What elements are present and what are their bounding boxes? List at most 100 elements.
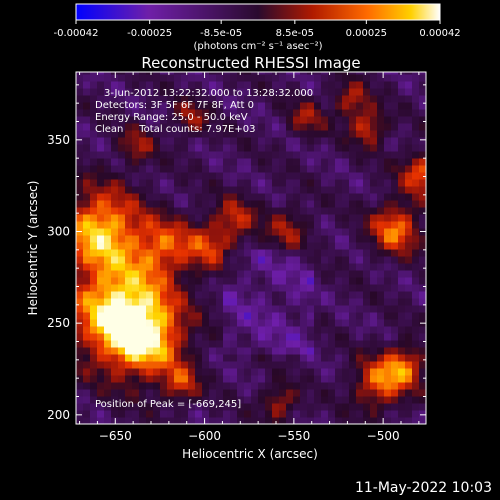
heatmap-cell bbox=[209, 109, 217, 117]
heatmap-cell bbox=[160, 361, 168, 369]
heatmap-cell bbox=[174, 298, 182, 306]
heatmap-cell bbox=[244, 270, 252, 278]
heatmap-cell bbox=[195, 249, 203, 257]
heatmap-cell bbox=[419, 410, 426, 418]
heatmap-cell bbox=[244, 410, 252, 418]
heatmap-cell bbox=[321, 228, 329, 236]
heatmap-cell bbox=[391, 333, 399, 341]
heatmap-cell bbox=[412, 396, 420, 404]
heatmap-cell bbox=[349, 333, 357, 341]
heatmap-cell bbox=[265, 410, 273, 418]
heatmap-cell bbox=[153, 151, 161, 159]
heatmap-cell bbox=[426, 249, 434, 257]
heatmap-cell bbox=[335, 193, 343, 201]
heatmap-cell bbox=[223, 319, 231, 327]
heatmap-cell bbox=[139, 382, 147, 390]
heatmap-cell bbox=[237, 130, 245, 138]
heatmap-cell bbox=[146, 74, 154, 82]
heatmap-cell bbox=[335, 312, 343, 320]
heatmap-cell bbox=[279, 284, 287, 292]
heatmap-cell bbox=[209, 74, 217, 82]
heatmap-cell bbox=[111, 74, 119, 82]
heatmap-cell bbox=[181, 277, 189, 285]
heatmap-cell bbox=[195, 193, 203, 201]
heatmap-cell bbox=[377, 368, 385, 376]
heatmap-cell bbox=[384, 221, 392, 229]
heatmap-cell bbox=[300, 368, 308, 376]
heatmap-cell bbox=[104, 123, 112, 131]
heatmap-cell bbox=[391, 81, 399, 89]
heatmap-cell bbox=[258, 186, 266, 194]
heatmap-cell bbox=[174, 179, 182, 187]
heatmap-cell bbox=[405, 186, 413, 194]
heatmap-cell bbox=[377, 284, 385, 292]
heatmap-cell bbox=[321, 340, 329, 348]
heatmap-cell bbox=[370, 221, 378, 229]
heatmap-cell bbox=[111, 403, 119, 411]
heatmap-cell bbox=[195, 256, 203, 264]
heatmap-cell bbox=[237, 368, 245, 376]
heatmap-cell bbox=[286, 130, 294, 138]
heatmap-cell bbox=[384, 130, 392, 138]
heatmap-cell bbox=[258, 284, 266, 292]
heatmap-cell bbox=[363, 88, 371, 96]
heatmap-cell bbox=[286, 172, 294, 180]
heatmap-cell bbox=[426, 186, 434, 194]
heatmap-cell bbox=[426, 382, 434, 390]
heatmap-cell bbox=[363, 326, 371, 334]
heatmap-cell bbox=[286, 305, 294, 313]
heatmap-cell bbox=[76, 214, 84, 222]
heatmap-cell bbox=[83, 81, 91, 89]
heatmap-cell bbox=[97, 403, 105, 411]
heatmap-cell bbox=[160, 102, 168, 110]
heatmap-cell bbox=[118, 214, 126, 222]
heatmap-cell bbox=[265, 347, 273, 355]
heatmap-cell bbox=[174, 396, 182, 404]
heatmap-cell bbox=[307, 200, 315, 208]
heatmap-cell bbox=[230, 291, 238, 299]
heatmap-cell bbox=[139, 263, 147, 271]
heatmap-cell bbox=[209, 403, 217, 411]
heatmap-cell bbox=[265, 291, 273, 299]
heatmap-cell bbox=[167, 375, 175, 383]
heatmap-cell bbox=[300, 172, 308, 180]
heatmap-cell bbox=[265, 333, 273, 341]
heatmap-cell bbox=[90, 74, 98, 82]
heatmap-cell bbox=[244, 298, 252, 306]
heatmap-cell bbox=[370, 123, 378, 131]
heatmap-cell bbox=[153, 130, 161, 138]
heatmap-cell bbox=[258, 403, 266, 411]
heatmap-cell bbox=[251, 375, 259, 383]
heatmap-cell bbox=[118, 130, 126, 138]
heatmap-cell bbox=[83, 74, 91, 82]
heatmap-cell bbox=[272, 130, 280, 138]
heatmap-cell bbox=[293, 72, 301, 75]
heatmap-cell bbox=[160, 207, 168, 215]
heatmap-cell bbox=[216, 158, 224, 166]
heatmap-cell bbox=[314, 291, 322, 299]
heatmap-cell bbox=[258, 179, 266, 187]
heatmap-cell bbox=[349, 179, 357, 187]
heatmap-cell bbox=[272, 291, 280, 299]
heatmap-cell bbox=[419, 389, 426, 397]
heatmap-cell bbox=[335, 81, 343, 89]
heatmap-cell bbox=[202, 270, 210, 278]
heatmap-cell bbox=[202, 361, 210, 369]
heatmap-cell bbox=[202, 72, 210, 75]
heatmap-cell bbox=[125, 403, 133, 411]
heatmap-cell bbox=[174, 102, 182, 110]
heatmap-cell bbox=[90, 298, 98, 306]
heatmap-cell bbox=[237, 109, 245, 117]
heatmap-cell bbox=[426, 354, 434, 362]
heatmap-cell bbox=[391, 354, 399, 362]
heatmap-cell bbox=[300, 375, 308, 383]
heatmap-cell bbox=[405, 277, 413, 285]
heatmap-cell bbox=[188, 109, 196, 117]
heatmap-cell bbox=[265, 375, 273, 383]
heatmap-cell bbox=[97, 137, 105, 145]
heatmap-cell bbox=[202, 417, 210, 424]
heatmap-cell bbox=[209, 284, 217, 292]
heatmap-cell bbox=[419, 186, 426, 194]
heatmap-cell bbox=[111, 284, 119, 292]
heatmap-cell bbox=[272, 312, 280, 320]
